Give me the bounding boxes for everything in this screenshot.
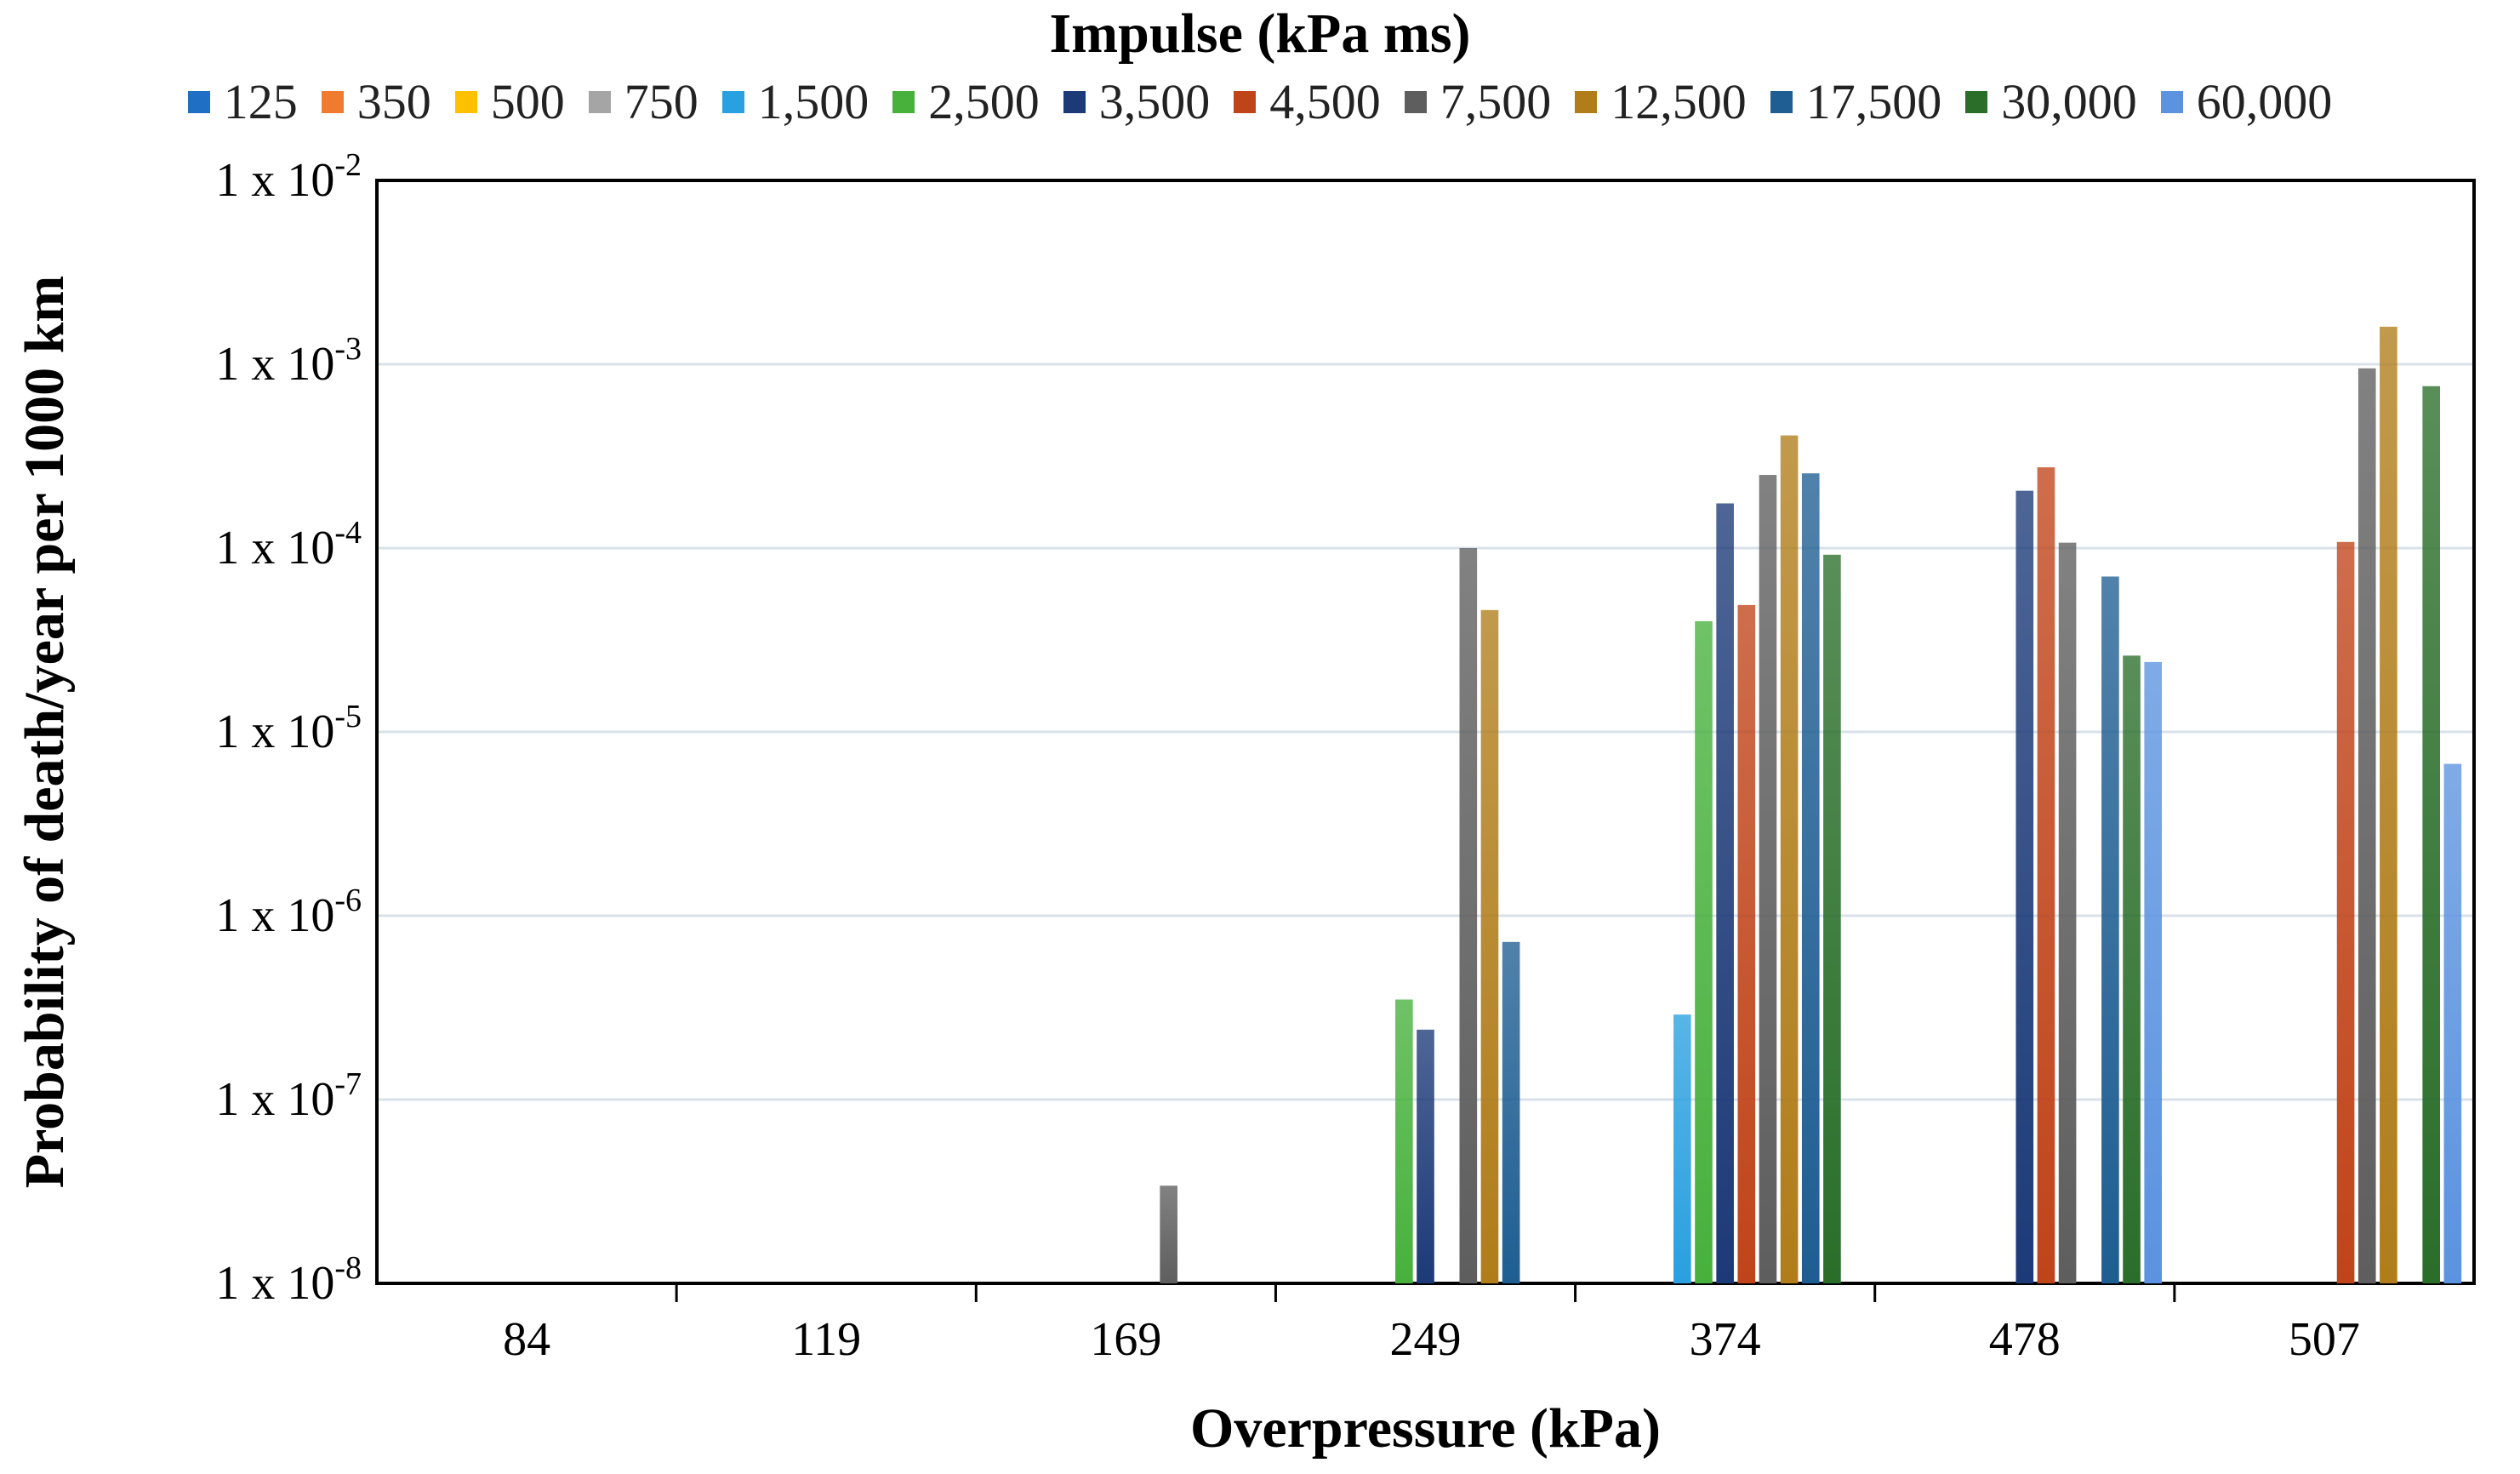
- legend-item: 2,500: [892, 73, 1040, 130]
- legend-item: 125: [187, 73, 298, 130]
- legend-item: 3,500: [1063, 73, 1211, 130]
- bar: [1759, 475, 1777, 1283]
- legend-label: 1,500: [757, 74, 869, 129]
- bar: [1395, 999, 1413, 1283]
- bar: [2358, 368, 2376, 1283]
- y-tick-exponent: -6: [334, 883, 362, 918]
- y-tick-label: 1 x 10-7: [215, 1066, 362, 1126]
- y-tick-label: 1 x 10-3: [215, 331, 362, 391]
- legend-label: 2,500: [928, 74, 1040, 129]
- legend-swatch: [2160, 90, 2183, 113]
- legend-label: 3,500: [1098, 74, 1211, 129]
- legend-title: Impulse (kPa ms): [1049, 3, 1471, 65]
- legend-swatch: [1965, 90, 1988, 113]
- y-tick-exponent: -3: [334, 331, 362, 367]
- legend-swatch: [1234, 90, 1257, 113]
- bar: [2144, 661, 2163, 1283]
- bar: [2380, 326, 2397, 1283]
- bar: [1695, 620, 1713, 1283]
- legend-item: 30,000: [1965, 73, 2137, 130]
- y-tick-exponent: -5: [334, 699, 362, 734]
- bar: [1780, 435, 1799, 1283]
- bar: [2037, 467, 2055, 1283]
- bar: [1160, 1185, 1177, 1283]
- bar: [1801, 473, 1820, 1283]
- x-axis-title: Overpressure (kPa): [1190, 1397, 1661, 1460]
- legend-label: 17,500: [1805, 74, 1942, 129]
- bar: [1502, 941, 1520, 1283]
- x-tick-label: 478: [1989, 1313, 2061, 1366]
- y-tick-base: 1 x 10: [215, 338, 334, 391]
- legend-item: 750: [588, 73, 698, 130]
- y-tick-label: 1 x 10-8: [215, 1250, 362, 1310]
- legend-label: 500: [490, 74, 565, 129]
- bar: [2422, 386, 2441, 1283]
- bar: [1737, 604, 1756, 1283]
- legend-swatch: [1404, 90, 1427, 113]
- bar: [1716, 503, 1734, 1283]
- legend: 125 350 500 750 1,500 2,500 3,500 4,500 7,500 12,…: [0, 73, 2520, 130]
- legend-label: 12,500: [1611, 74, 1747, 129]
- legend-label: 750: [624, 74, 698, 129]
- bar: [1417, 1029, 1434, 1283]
- legend-swatch: [187, 90, 210, 113]
- x-tick-label: 169: [1090, 1313, 1161, 1366]
- legend-label: 7,500: [1440, 74, 1552, 129]
- y-tick-base: 1 x 10: [215, 1257, 334, 1310]
- y-tick-label: 1 x 10-6: [215, 883, 362, 942]
- y-tick-base: 1 x 10: [215, 1073, 334, 1126]
- x-tick-label: 119: [791, 1313, 861, 1366]
- y-tick-base: 1 x 10: [215, 706, 334, 758]
- legend-swatch: [321, 90, 344, 113]
- legend-label: 125: [223, 74, 298, 129]
- bar: [1823, 554, 1841, 1283]
- y-tick-label: 1 x 10-2: [215, 147, 362, 207]
- legend-item: 500: [454, 73, 565, 130]
- bar: [2123, 655, 2141, 1283]
- bar: [1459, 548, 1478, 1283]
- legend-swatch: [454, 90, 477, 113]
- legend-item: 17,500: [1770, 73, 1942, 130]
- x-tick-label: 374: [1690, 1313, 1761, 1366]
- x-tick-label: 507: [2289, 1313, 2360, 1366]
- y-tick-label: 1 x 10-5: [215, 699, 362, 758]
- y-tick-exponent: -4: [334, 515, 362, 551]
- x-tick-label: 84: [503, 1313, 550, 1366]
- legend-swatch: [892, 90, 915, 113]
- y-tick-base: 1 x 10: [215, 522, 334, 574]
- y-tick-label: 1 x 10-4: [215, 515, 362, 574]
- y-tick-base: 1 x 10: [215, 154, 334, 207]
- legend-swatch: [1770, 90, 1793, 113]
- bar: [1480, 609, 1499, 1283]
- bar: [2101, 576, 2119, 1283]
- y-tick-base: 1 x 10: [215, 889, 334, 942]
- y-axis-title: Probability of death/year per 1000 km: [14, 276, 76, 1189]
- legend-item: 60,000: [2160, 73, 2333, 130]
- bar: [2058, 542, 2077, 1283]
- legend-label: 350: [356, 74, 431, 129]
- legend-item: 4,500: [1234, 73, 1381, 130]
- y-tick-exponent: -8: [334, 1250, 362, 1286]
- bar: [2443, 763, 2462, 1283]
- legend-swatch: [1063, 90, 1086, 113]
- y-tick-exponent: -2: [334, 147, 362, 183]
- y-tick-exponent: -7: [334, 1066, 362, 1102]
- bar: [1673, 1014, 1691, 1283]
- legend-item: 7,500: [1404, 73, 1552, 130]
- legend-swatch: [1575, 90, 1598, 113]
- legend-item: 1,500: [721, 73, 869, 130]
- x-tick-label: 249: [1390, 1313, 1462, 1366]
- legend-label: 4,500: [1269, 74, 1381, 129]
- legend-label: 30,000: [2001, 74, 2137, 129]
- legend-item: 12,500: [1575, 73, 1747, 130]
- legend-item: 350: [321, 73, 431, 130]
- legend-swatch: [721, 90, 744, 113]
- legend-label: 60,000: [2196, 74, 2333, 129]
- bar: [2336, 541, 2355, 1283]
- bar: [2015, 490, 2034, 1283]
- legend-swatch: [588, 90, 611, 113]
